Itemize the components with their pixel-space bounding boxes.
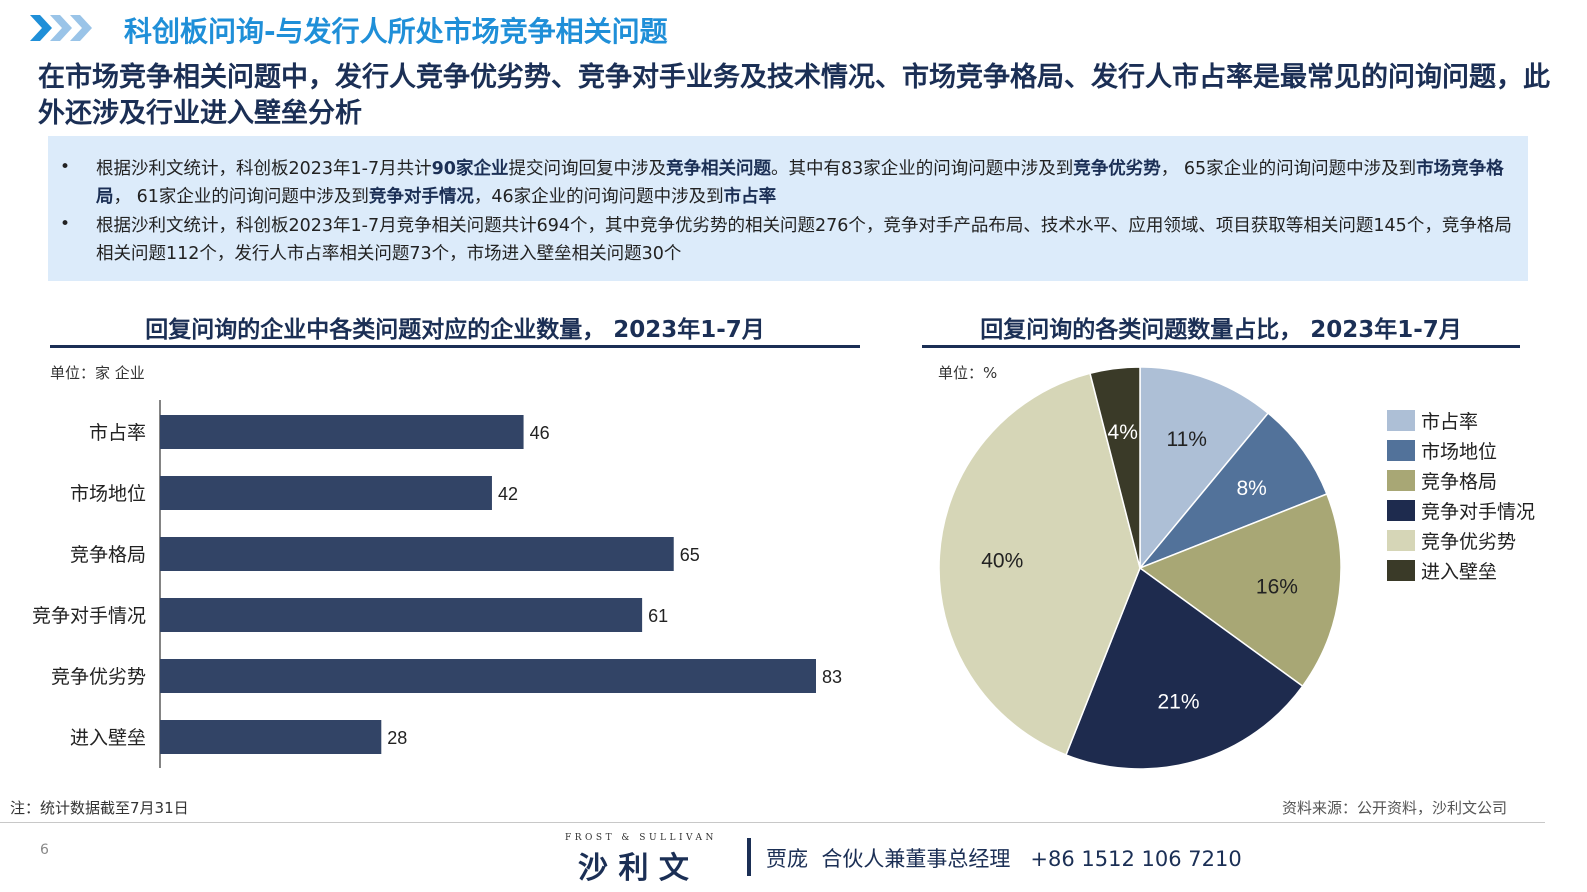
legend-item: 市场地位 bbox=[1387, 438, 1498, 463]
pie-slice bbox=[1065, 566, 1304, 770]
legend-label: 市占率 bbox=[1421, 410, 1479, 433]
pie-value-label: 21% bbox=[1157, 691, 1199, 714]
summary-text: 根据沙利文统计，科创板2023年1-7月共计 bbox=[96, 159, 432, 179]
bar bbox=[160, 720, 382, 754]
page-title: 科创板问询-与发行人所处市场竞争相关问题 bbox=[124, 15, 668, 48]
bar-chart-title: 回复问询的企业中各类问题对应的企业数量， 2023年1-7月 bbox=[145, 317, 765, 343]
bar-value-label: 28 bbox=[387, 728, 407, 748]
legend-swatch bbox=[1387, 529, 1415, 551]
bar-category-label: 竞争优劣势 bbox=[51, 666, 146, 688]
bar bbox=[160, 598, 643, 632]
footer-divider bbox=[0, 822, 1545, 823]
legend-item: 竞争对手情况 bbox=[1387, 498, 1536, 523]
bar-chart-title-rule bbox=[50, 345, 860, 348]
pie-value-label: 4% bbox=[1108, 421, 1138, 444]
summary-text: 根据沙利文统计，科创板2023年1-7月竞争相关问题共计694个，其中竞争优劣势… bbox=[96, 216, 1512, 264]
legend-label: 竞争对手情况 bbox=[1421, 500, 1536, 523]
brand-english: FROST & SULLIVAN bbox=[565, 833, 717, 843]
contact-info: 贾庞 合伙人兼董事总经理 +86 1512 106 7210 bbox=[766, 847, 1242, 871]
summary-text: 提交问询回复中涉及 bbox=[508, 159, 666, 179]
summary-highlight: 竞争相关问题 bbox=[665, 159, 771, 179]
brand-logo: 沙 利 文 bbox=[578, 851, 689, 886]
pie-slice bbox=[1138, 493, 1342, 688]
bar-category-label: 竞争格局 bbox=[70, 544, 146, 566]
legend-swatch bbox=[1387, 469, 1415, 491]
bar-chart-unit: 单位：家 企业 bbox=[50, 364, 145, 382]
pie-slice bbox=[938, 372, 1141, 756]
summary-highlight: 市占率 bbox=[723, 187, 777, 207]
summary-bullet-1: 根据沙利文统计，科创板2023年1-7月共计90家企业提交问询回复中涉及竞争相关… bbox=[96, 155, 1521, 211]
legend-item: 进入壁垒 bbox=[1387, 558, 1498, 583]
summary-text: 。其中有83家企业的问询问题中涉及到 bbox=[770, 159, 1074, 179]
summary-highlight: 90家企业 bbox=[431, 159, 509, 179]
footnote: 注：统计数据截至7月31日 bbox=[10, 799, 189, 817]
summary-highlight: 市场竞争格局 bbox=[96, 159, 1504, 207]
summary-text: ， 61家企业的问询问题中涉及到 bbox=[113, 187, 369, 207]
bar-value-label: 46 bbox=[530, 423, 550, 443]
bar-value-label: 42 bbox=[498, 484, 518, 504]
page-number: 6 bbox=[40, 842, 49, 858]
summary-box: • 根据沙利文统计，科创板2023年1-7月共计90家企业提交问询回复中涉及竞争… bbox=[48, 136, 1528, 281]
bar-value-label: 83 bbox=[822, 667, 842, 687]
legend-swatch bbox=[1387, 409, 1415, 431]
pie-value-label: 8% bbox=[1236, 477, 1266, 500]
headline: 在市场竞争相关问题中，发行人竞争优劣势、竞争对手业务及技术情况、市场竞争格局、发… bbox=[38, 62, 1550, 129]
pie-chart-unit: 单位：% bbox=[938, 364, 998, 382]
pie-slice bbox=[1139, 412, 1328, 569]
source-note: 资料来源：公开资料，沙利文公司 bbox=[1282, 799, 1508, 817]
pie-slice bbox=[1089, 366, 1141, 569]
legend-item: 竞争格局 bbox=[1387, 468, 1498, 493]
legend-label: 竞争优劣势 bbox=[1421, 530, 1517, 553]
bar bbox=[160, 659, 816, 693]
chevron-arrows-icon bbox=[30, 15, 92, 41]
legend-label: 市场地位 bbox=[1421, 440, 1498, 463]
bullet-marker: • bbox=[60, 214, 71, 234]
bar-category-label: 市占率 bbox=[89, 422, 146, 444]
footer-separator bbox=[747, 838, 751, 876]
bar-category-label: 进入壁垒 bbox=[70, 727, 146, 749]
pie-value-label: 16% bbox=[1256, 575, 1298, 598]
summary-highlight: 竞争优劣势 bbox=[1073, 159, 1161, 179]
bar bbox=[160, 476, 492, 510]
legend-item: 市占率 bbox=[1387, 408, 1479, 433]
summary-highlight: 竞争对手情况 bbox=[368, 187, 474, 207]
pie-slice bbox=[1139, 366, 1270, 571]
bar-chart: 市占率 46 市场地位 42 竞争格局 65 竞争对手情况 61 竞争优劣势 83 进入壁垒 28 bbox=[32, 400, 842, 768]
pie-value-label: 11% bbox=[1167, 428, 1207, 451]
bar bbox=[160, 537, 674, 571]
pie-chart-title: 回复问询的各类问题数量占比， 2023年1-7月 bbox=[980, 317, 1462, 343]
legend-swatch bbox=[1387, 559, 1415, 581]
legend-swatch bbox=[1387, 499, 1415, 521]
summary-bullet-2: 根据沙利文统计，科创板2023年1-7月竞争相关问题共计694个，其中竞争优劣势… bbox=[96, 212, 1521, 268]
pie-value-label: 40% bbox=[981, 549, 1023, 572]
pie-legend: 市占率市场地位竞争格局竞争对手情况 竞争优劣势进入壁垒 bbox=[1387, 408, 1557, 598]
summary-text: ， 65家企业的问询问题中涉及到 bbox=[1160, 159, 1417, 179]
bar-value-label: 65 bbox=[680, 545, 700, 565]
bullet-marker: • bbox=[60, 157, 71, 177]
bar-category-label: 市场地位 bbox=[70, 483, 146, 505]
summary-text: ，46家企业的问询问题中涉及到 bbox=[473, 187, 724, 207]
legend-item: 竞争优劣势 bbox=[1387, 528, 1517, 553]
legend-swatch bbox=[1387, 439, 1415, 461]
bar bbox=[160, 415, 524, 449]
pie-chart-title-rule bbox=[922, 345, 1520, 348]
bar-value-label: 61 bbox=[648, 606, 668, 626]
bar-category-label: 竞争对手情况 bbox=[32, 605, 146, 627]
pie-chart: 11% 8% 16% 21% 40% 4% bbox=[938, 366, 1342, 770]
legend-label: 进入壁垒 bbox=[1421, 560, 1498, 583]
legend-label: 竞争格局 bbox=[1421, 470, 1498, 493]
